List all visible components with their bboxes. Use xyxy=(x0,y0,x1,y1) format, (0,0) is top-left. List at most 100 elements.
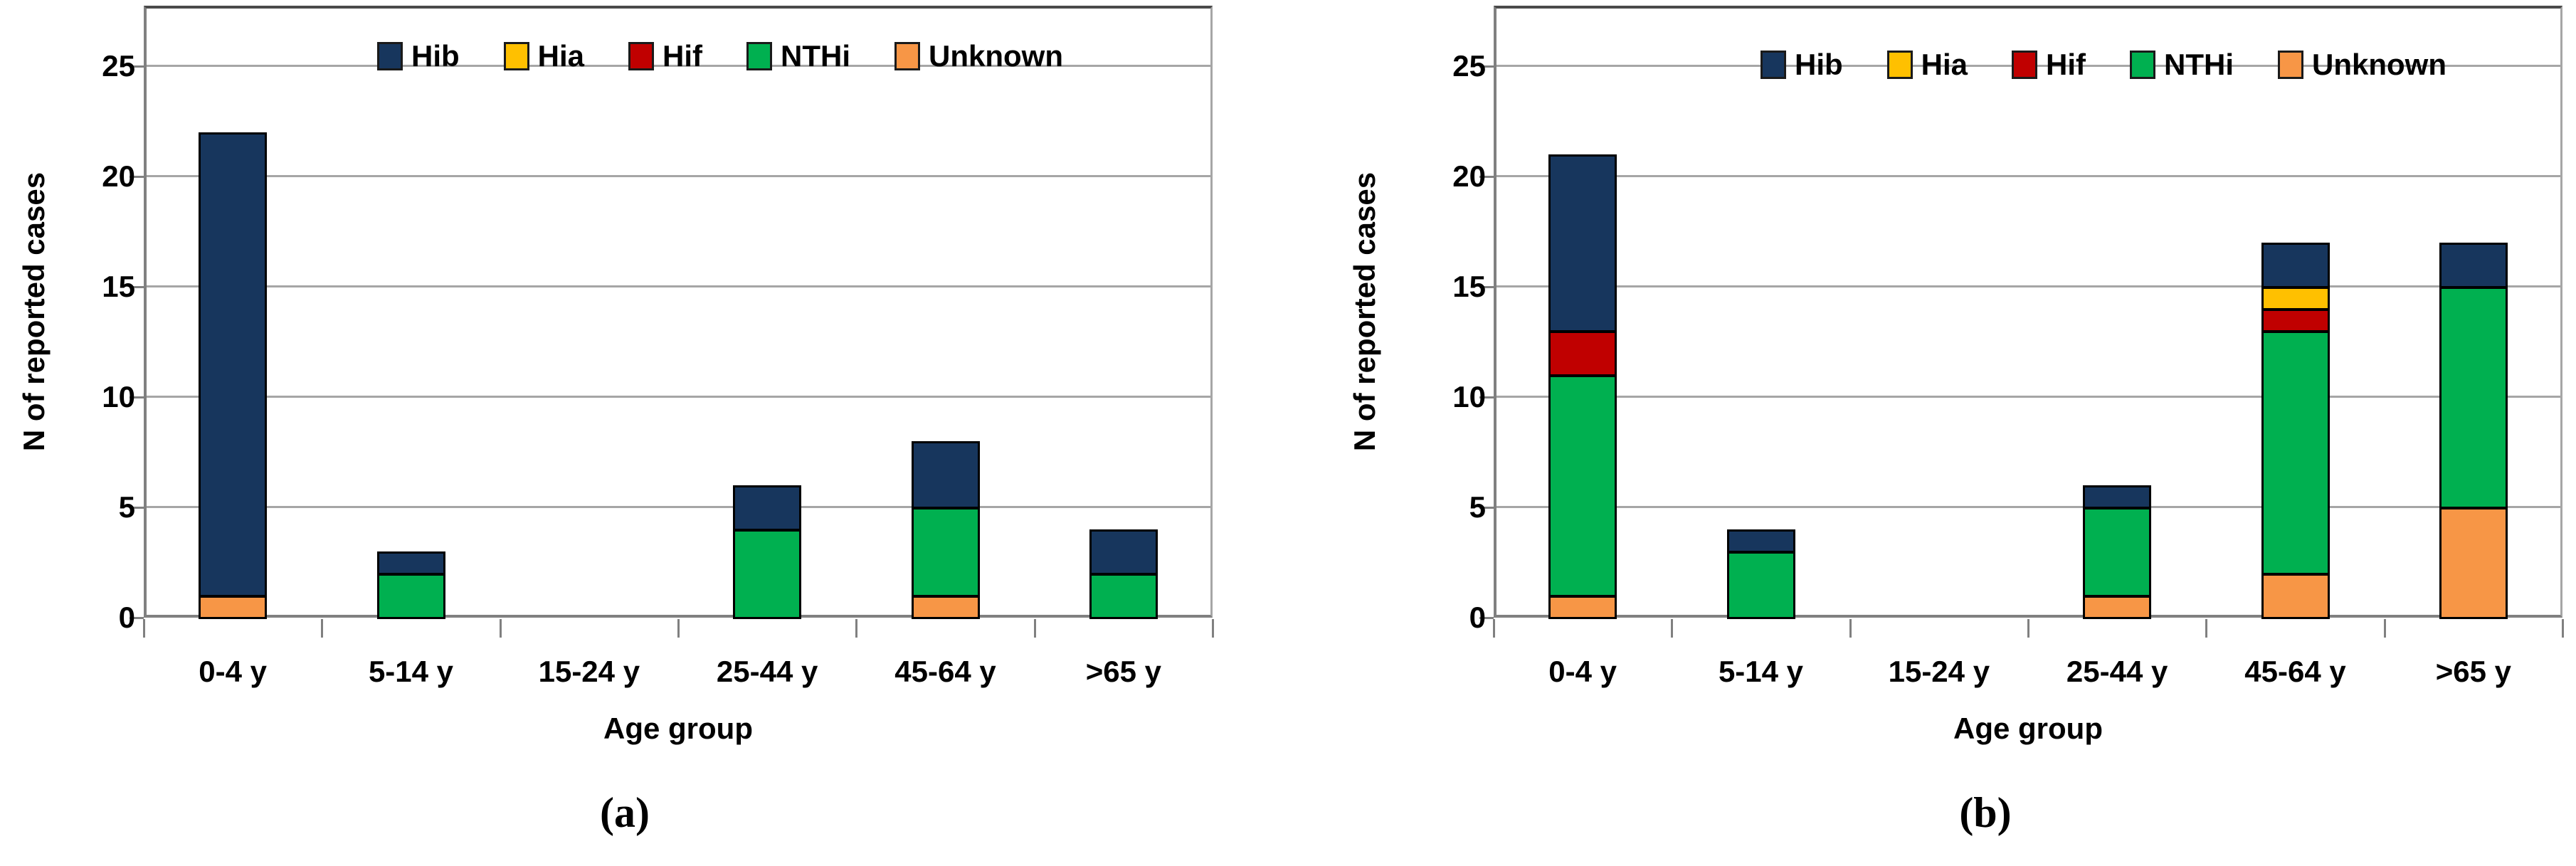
legend-swatch-unknown xyxy=(2278,51,2304,79)
y-axis-tick xyxy=(130,176,144,178)
legend-item-nthi: NTHi xyxy=(2130,50,2234,80)
gridline xyxy=(147,506,1210,508)
x-axis-tick xyxy=(2027,619,2029,638)
legend-label: Hif xyxy=(2046,48,2086,81)
legend-swatch-nthi xyxy=(746,42,773,70)
y-tick-label: 25 xyxy=(102,49,135,83)
bar-segment-unknown xyxy=(1548,596,1617,619)
x-axis-tick xyxy=(500,619,502,638)
y-tick-label: 20 xyxy=(102,159,135,193)
y-tick-label: 0 xyxy=(1469,601,1486,634)
legend-item-hif: Hif xyxy=(2012,50,2086,80)
y-axis-tick xyxy=(1479,65,1494,68)
x-category-label: 5-14 y xyxy=(1718,655,1804,688)
legend-swatch-hia xyxy=(503,42,529,70)
x-category-label: 45-64 y xyxy=(2244,655,2346,688)
y-tick-label: 15 xyxy=(102,270,135,303)
x-axis-tick xyxy=(2384,619,2386,638)
legend-swatch-hib xyxy=(1761,51,1786,79)
legend-item-hib: Hib xyxy=(377,41,460,71)
x-axis-tick xyxy=(855,619,857,638)
bar-segment-hif xyxy=(1548,331,1617,376)
y-tick-label: 25 xyxy=(1452,49,1486,83)
bar-segment-hib xyxy=(376,551,445,575)
x-category-label: 15-24 y xyxy=(538,655,640,688)
x-axis-tick xyxy=(1034,619,1036,638)
y-tick-label: 5 xyxy=(118,490,135,524)
bar-segment-hib xyxy=(733,485,802,531)
bar-segment-hib xyxy=(1726,529,1795,553)
legend-label: Unknown xyxy=(929,39,1063,73)
bar-segment-nthi xyxy=(1548,375,1617,597)
y-axis-tick xyxy=(1479,617,1494,619)
x-category-label: 0-4 y xyxy=(199,655,268,688)
bar-segment-nthi xyxy=(376,574,445,619)
x-axis-tick xyxy=(1849,619,1852,638)
bar-segment-hib xyxy=(911,441,980,509)
x-axis-tick xyxy=(2562,619,2564,638)
legend-label: NTHi xyxy=(2164,48,2234,81)
legend-label: NTHi xyxy=(781,39,851,73)
legend: Hib Hia Hif NTHi Unknown xyxy=(377,41,1063,71)
legend-item-unknown: Unknown xyxy=(894,41,1063,71)
bar-segment-nthi xyxy=(2439,287,2508,509)
y-axis-tick xyxy=(130,65,144,68)
y-axis-tick xyxy=(130,396,144,398)
bar-segment-hib xyxy=(199,132,268,597)
y-tick-label: 10 xyxy=(1452,380,1486,413)
y-tick-label: 10 xyxy=(102,380,135,413)
legend-item-nthi: NTHi xyxy=(746,41,850,71)
legend-item-hia: Hia xyxy=(1886,50,1968,80)
y-axis-tick xyxy=(1479,176,1494,178)
bar-segment-hif xyxy=(2261,309,2330,332)
plot-area xyxy=(144,6,1213,618)
legend-label: Hib xyxy=(411,39,460,73)
chart-panel-a: 0 5 10 15 20 25 0-4 y 5-14 y 15-24 y 25-44 y 45-64… xyxy=(17,6,1214,836)
legend-swatch-hia xyxy=(1886,51,1913,79)
x-category-label: 45-64 y xyxy=(894,655,996,688)
gridline xyxy=(147,285,1210,287)
x-category-label: >65 y xyxy=(2435,655,2511,688)
x-category-label: >65 y xyxy=(1085,655,1161,688)
y-axis-tick xyxy=(1479,507,1494,509)
bar-segment-nthi xyxy=(911,507,980,597)
gridline xyxy=(147,396,1210,398)
bar-segment-nthi xyxy=(2083,507,2152,597)
x-axis-tick xyxy=(677,619,680,638)
legend-item-hif: Hif xyxy=(628,41,702,71)
y-axis-tick xyxy=(1479,286,1494,288)
legend-swatch-unknown xyxy=(894,42,921,70)
gridline xyxy=(1496,285,2560,287)
bar-segment-nthi xyxy=(1726,551,1795,619)
gridline xyxy=(147,65,1210,67)
x-category-label: 25-44 y xyxy=(716,655,818,688)
plot-area xyxy=(1494,6,2562,618)
x-axis-tick xyxy=(1212,619,1214,638)
legend-item-hia: Hia xyxy=(503,39,585,73)
legend-item-unknown: Unknown xyxy=(2278,50,2446,80)
bar-segment-unknown xyxy=(911,596,980,619)
bar-segment-hib xyxy=(2083,485,2152,509)
gridline xyxy=(1496,396,2560,398)
gridline xyxy=(147,175,1210,177)
x-category-label: 15-24 y xyxy=(1888,655,1990,688)
x-category-label: 5-14 y xyxy=(368,655,454,688)
legend-swatch-hif xyxy=(628,42,655,70)
x-category-label: 0-4 y xyxy=(1548,655,1617,688)
bar-segment-hia xyxy=(2261,287,2330,310)
y-axis-tick xyxy=(130,507,144,509)
bar-segment-nthi xyxy=(1089,574,1158,619)
y-axis-tick xyxy=(130,617,144,619)
gridline xyxy=(1496,175,2560,177)
bar-segment-hib xyxy=(1548,154,1617,332)
legend-label: Hia xyxy=(537,39,585,73)
y-tick-label: 20 xyxy=(1452,159,1486,193)
bar-segment-hib xyxy=(2439,243,2508,288)
x-category-label: 25-44 y xyxy=(2066,655,2168,688)
legend-label: Hif xyxy=(663,39,703,73)
x-axis-tick xyxy=(2205,619,2207,638)
chart-panel-b: 0 5 10 15 20 25 0-4 y 5-14 y 15-24 y 25-44 y 45-64… xyxy=(1288,0,2576,866)
bar-segment-unknown xyxy=(199,596,268,619)
panel-caption-a: (a) xyxy=(600,789,650,836)
